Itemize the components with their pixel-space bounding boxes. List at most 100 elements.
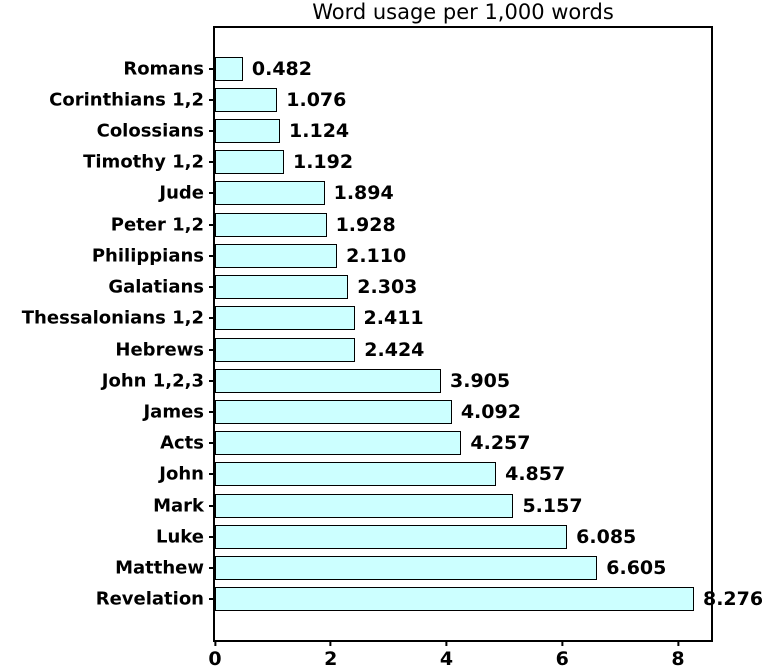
value-label: 2.411 (363, 307, 424, 330)
y-axis-tick (209, 504, 215, 507)
bar-row: Galatians 2.303 (108, 272, 711, 303)
value-label: 0.482 (251, 57, 312, 80)
value-label: 2.424 (364, 338, 425, 361)
y-axis-tick (209, 130, 215, 133)
bar (215, 150, 284, 175)
bar (215, 368, 441, 393)
value-label: 4.257 (470, 432, 531, 455)
category-label: Colossians (96, 120, 204, 142)
category-label: Matthew (115, 557, 204, 579)
bar-row: Thessalonians 1,2 2.411 (22, 303, 711, 334)
bar-rows: Romans 0.482 Corinthians 1,2 1.076 Colossian… (22, 28, 762, 640)
bar-row: Corinthians 1,2 1.076 (49, 84, 711, 115)
value-label: 2.303 (357, 276, 418, 299)
y-axis-tick (209, 161, 215, 164)
category-label: Timothy 1,2 (83, 151, 204, 173)
bar (215, 212, 327, 237)
category-label: Philippians (91, 245, 204, 267)
y-axis-tick (209, 286, 215, 289)
bar (215, 56, 243, 81)
x-tick-label: 0 (208, 648, 222, 670)
bar-row: Romans 0.482 (123, 53, 711, 84)
category-label: John (159, 463, 204, 485)
value-label: 5.157 (522, 494, 583, 517)
bar-row: Hebrews 2.424 (115, 334, 711, 365)
x-tick-label: 8 (671, 648, 685, 670)
y-axis-tick (209, 411, 215, 414)
category-label: Acts (160, 432, 204, 454)
value-label: 3.905 (450, 369, 511, 392)
y-axis-tick (209, 379, 215, 382)
category-label: Mark (153, 495, 204, 517)
value-label: 4.092 (460, 401, 521, 424)
y-axis-tick (209, 442, 215, 445)
bar (215, 337, 356, 362)
value-label: 1.192 (292, 151, 354, 174)
y-axis-tick (209, 348, 215, 351)
category-label: Peter 1,2 (110, 214, 204, 236)
bar (215, 400, 452, 425)
x-tick-mark (329, 640, 332, 646)
bar-row: Mark 5.157 (153, 490, 711, 521)
value-label: 6.085 (576, 525, 637, 548)
x-tick-label: 6 (555, 648, 569, 670)
y-axis-tick (209, 254, 215, 257)
bar-row: Philippians 2.110 (92, 240, 711, 271)
x-tick-mark (445, 640, 448, 646)
x-tick-label: 2 (324, 648, 338, 670)
x-axis-tick: 8 (671, 640, 685, 670)
x-tick-label: 4 (439, 648, 454, 670)
y-axis-tick (209, 98, 215, 101)
bar-row: Revelation 8.276 (96, 584, 762, 615)
bar (215, 87, 278, 112)
bar-row: John 4.857 (159, 459, 711, 490)
bar (215, 431, 462, 456)
y-axis-tick (209, 67, 215, 70)
value-label: 2.110 (346, 244, 407, 267)
x-axis-tick: 2 (324, 640, 337, 670)
bar-row: Colossians 1.124 (97, 115, 711, 146)
bar (215, 275, 349, 300)
bar-row: Peter 1,2 1.928 (111, 209, 711, 240)
x-axis-tick: 4 (440, 640, 453, 670)
category-label: Jude (159, 182, 204, 204)
bar (215, 493, 514, 518)
bar-row: Timothy 1,2 1.192 (83, 147, 711, 178)
x-tick-mark (213, 640, 216, 646)
category-label: James (143, 401, 204, 423)
x-axis-tick: 0 (208, 640, 222, 670)
x-axis-tick: 6 (556, 640, 569, 670)
y-axis-tick (209, 223, 215, 226)
category-label: Thessalonians 1,2 (21, 307, 204, 329)
value-label: 1.928 (335, 213, 396, 236)
bar (215, 306, 355, 331)
bar (215, 119, 281, 144)
y-axis-tick (209, 598, 215, 601)
chart-title: Word usage per 1,000 words (312, 0, 614, 24)
category-label: Galatians (108, 276, 204, 298)
x-tick-mark (561, 640, 564, 646)
plot-area: Romans 0.482 Corinthians 1,2 1.076 Colossian… (22, 26, 762, 670)
category-label: Hebrews (115, 339, 204, 361)
bar-row: John 1,2,3 3.905 (102, 365, 711, 396)
value-label: 1.076 (286, 88, 347, 111)
category-label: Revelation (95, 588, 204, 610)
y-axis-tick (209, 317, 215, 320)
bar (215, 524, 568, 549)
value-label: 1.894 (333, 182, 394, 205)
value-label: 6.605 (606, 557, 667, 580)
bar-row: Jude 1.894 (159, 178, 711, 209)
category-label: John 1,2,3 (101, 370, 204, 392)
bar (215, 556, 598, 581)
value-label: 1.124 (289, 120, 350, 143)
bar (215, 181, 325, 206)
bar (215, 243, 338, 268)
bar (215, 587, 694, 612)
x-tick-mark (676, 640, 679, 646)
category-label: Corinthians 1,2 (49, 89, 204, 111)
y-axis-tick (209, 567, 215, 570)
bar (215, 462, 497, 487)
category-label: Romans (123, 58, 204, 80)
value-label: 4.857 (505, 463, 566, 486)
